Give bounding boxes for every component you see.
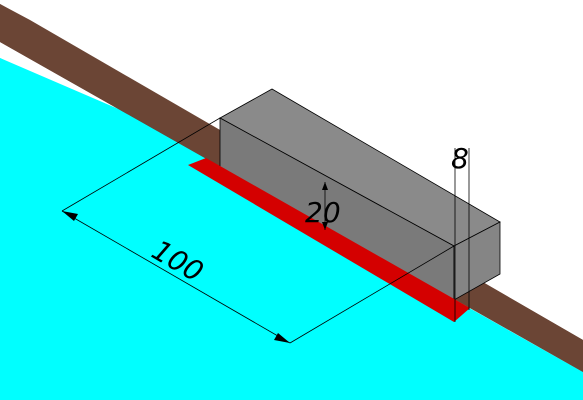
arrowhead-20-bottom [322,222,328,230]
dimension-lines [61,117,470,344]
dim-label-8: 8 [451,142,469,175]
extension-line-left [61,117,221,212]
block-side-face [453,221,501,301]
arrowhead-right [274,333,290,343]
dim-line-100 [61,210,291,344]
arrowhead-left [62,211,78,221]
dim-label-20: 20 [305,196,341,229]
arrowhead-20-top [322,182,328,190]
water-surface-lower [0,58,583,400]
red-strip [188,158,470,322]
extension-line-right [289,245,455,344]
